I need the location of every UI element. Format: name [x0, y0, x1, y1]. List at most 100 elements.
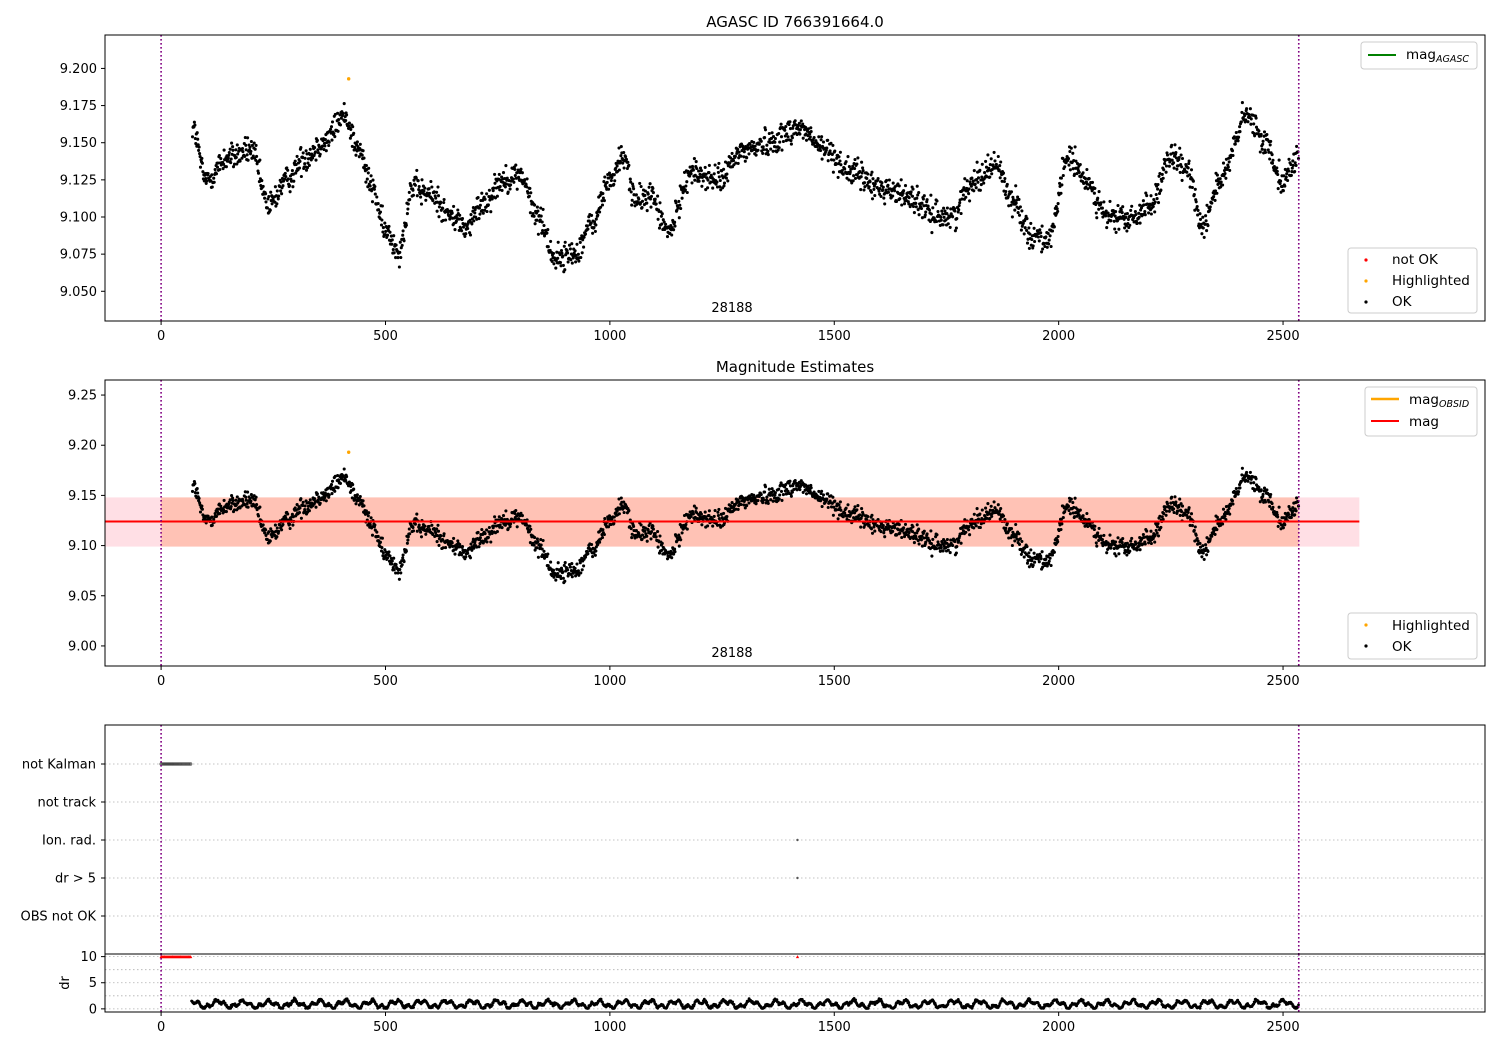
- ok-point: [955, 545, 959, 549]
- ok-point: [790, 136, 794, 140]
- ok-point: [785, 132, 789, 136]
- y-tick-label: Ion. rad.: [42, 834, 96, 849]
- ok-point: [863, 185, 867, 189]
- ok-point: [1143, 210, 1147, 214]
- ok-point: [833, 499, 837, 503]
- ok-point: [213, 167, 217, 172]
- ok-point: [766, 149, 770, 153]
- ok-point: [349, 127, 353, 131]
- ok-point: [856, 156, 860, 160]
- ok-point: [798, 132, 802, 136]
- ok-point: [712, 172, 716, 176]
- ok-point: [563, 268, 567, 272]
- ok-point: [637, 197, 641, 201]
- ok-point: [1010, 543, 1014, 548]
- ok-point: [197, 145, 201, 149]
- ok-point: [948, 225, 952, 229]
- x-tick-label: 1000: [593, 329, 626, 344]
- ok-point: [511, 177, 515, 181]
- ok-point: [629, 190, 633, 194]
- ok-point: [414, 176, 418, 180]
- ok-point: [639, 523, 643, 527]
- ok-point: [375, 530, 379, 534]
- ok-point: [976, 176, 981, 180]
- ok-point: [278, 184, 282, 189]
- ok-point: [840, 168, 844, 173]
- ok-point: [754, 502, 758, 506]
- ok-point: [707, 509, 711, 513]
- ok-point: [1185, 170, 1189, 174]
- ok-point: [1239, 120, 1243, 124]
- flag-point: [796, 876, 799, 880]
- ok-point: [903, 184, 908, 188]
- ok-point: [1067, 163, 1071, 167]
- ok-point: [1120, 211, 1124, 215]
- ok-point: [1159, 525, 1163, 529]
- ok-point: [307, 509, 311, 513]
- ok-point: [1114, 230, 1118, 234]
- ok-point: [954, 551, 958, 555]
- ok-point: [1040, 224, 1044, 228]
- ok-point: [1187, 506, 1191, 510]
- ok-point: [243, 135, 247, 140]
- ok-point: [519, 167, 523, 171]
- ok-point: [313, 146, 317, 150]
- ok-point: [1178, 146, 1182, 150]
- ok-point: [1221, 507, 1226, 511]
- ok-point: [662, 220, 666, 224]
- ok-point: [210, 173, 214, 177]
- ok-point: [1097, 538, 1101, 542]
- ok-point: [1287, 169, 1291, 173]
- ok-point: [573, 566, 577, 570]
- ok-point: [715, 180, 719, 184]
- ok-point: [1005, 182, 1009, 186]
- ok-point: [261, 184, 265, 188]
- ok-point: [1208, 208, 1212, 212]
- y-tick-label: 9.20: [68, 439, 97, 454]
- ok-point: [570, 562, 574, 566]
- ok-point: [506, 190, 510, 194]
- ok-point: [706, 186, 710, 190]
- ok-point: [678, 203, 682, 207]
- ok-point: [673, 224, 677, 228]
- ok-point: [910, 194, 915, 198]
- ok-point: [193, 136, 197, 141]
- ok-point: [312, 153, 316, 158]
- ok-point: [1210, 201, 1214, 205]
- ok-point: [1028, 232, 1032, 236]
- ok-point: [957, 539, 961, 543]
- ok-point: [804, 138, 809, 142]
- ok-point: [244, 148, 248, 152]
- ok-point: [1248, 107, 1252, 111]
- ok-point: [493, 515, 497, 519]
- ok-point: [778, 140, 782, 144]
- ok-point: [197, 496, 201, 500]
- ok-point: [703, 510, 707, 514]
- ok-point: [734, 161, 738, 165]
- ok-point: [450, 541, 454, 545]
- ok-point: [546, 552, 550, 556]
- ok-point: [601, 528, 605, 532]
- ok-point: [1174, 151, 1178, 155]
- ok-point: [419, 530, 423, 534]
- ok-point: [766, 501, 770, 505]
- ok-point: [996, 503, 1000, 507]
- ok-point: [227, 153, 231, 157]
- ok-point: [594, 223, 598, 227]
- ok-point: [647, 185, 651, 189]
- ok-point: [380, 546, 384, 550]
- ok-point: [355, 493, 359, 497]
- ok-point: [305, 166, 310, 170]
- ok-point: [771, 149, 775, 153]
- ok-point: [709, 173, 713, 177]
- ok-point: [643, 189, 647, 193]
- ok-point: [1200, 555, 1204, 559]
- ok-point: [1194, 533, 1198, 537]
- ok-point: [246, 505, 250, 509]
- ok-point: [1047, 238, 1051, 242]
- ok-point: [444, 546, 448, 550]
- ok-point: [570, 261, 574, 265]
- ok-point: [1189, 512, 1194, 516]
- ok-point: [672, 228, 676, 232]
- ok-point: [645, 209, 649, 213]
